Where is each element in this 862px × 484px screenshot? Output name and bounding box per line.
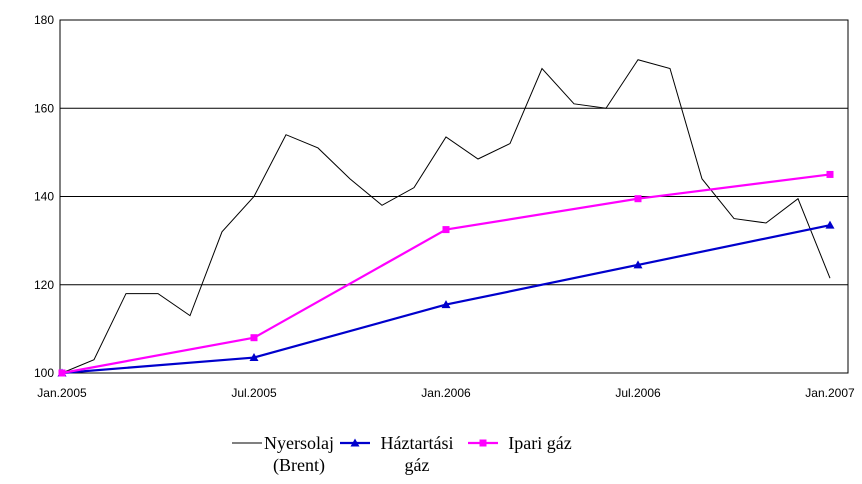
legend-label: Nyersolaj (Brent)	[264, 433, 334, 475]
x-tick-label: Jan.2007	[805, 386, 855, 400]
y-tick-label: 180	[34, 13, 54, 27]
legend-swatch	[340, 438, 370, 447]
legend-marker	[350, 438, 360, 447]
marker	[250, 334, 258, 342]
marker	[58, 369, 66, 377]
marker	[441, 300, 451, 309]
plot-border	[59, 19, 849, 374]
legend-item: Ipari gáz	[466, 432, 580, 454]
y-tick-label: 100	[34, 366, 54, 380]
legend-swatch	[232, 442, 262, 444]
marker	[249, 353, 259, 362]
marker	[633, 260, 643, 269]
marker	[825, 220, 835, 229]
legend-swatch	[468, 439, 498, 447]
y-tick-label: 120	[34, 278, 54, 292]
legend-marker	[479, 439, 487, 447]
x-tick-label: Jul.2006	[615, 386, 661, 400]
chart: 100 120 140 160 180 Jan.2005 Jul.2005 Jan.2006 J…	[34, 13, 855, 400]
series-line	[61, 173, 831, 375]
marker	[634, 195, 642, 203]
x-tick-label: Jan.2006	[421, 386, 471, 400]
legend-label: Ipari gáz	[508, 433, 572, 453]
legend-item: Nyersolaj (Brent)	[230, 432, 334, 476]
marker	[442, 226, 450, 234]
legend-item: Háztartási gáz	[338, 432, 462, 476]
x-tick-label: Jul.2005	[231, 386, 277, 400]
series-line	[61, 59, 831, 374]
x-tick-label: Jan.2005	[37, 386, 87, 400]
marker	[826, 170, 834, 178]
y-tick-label: 140	[34, 190, 54, 204]
legend: Nyersolaj (Brent) Háztartási gáz Ipari gáz	[230, 432, 584, 476]
y-tick-label: 160	[34, 101, 54, 115]
legend-label: Háztartási gáz	[380, 433, 454, 475]
